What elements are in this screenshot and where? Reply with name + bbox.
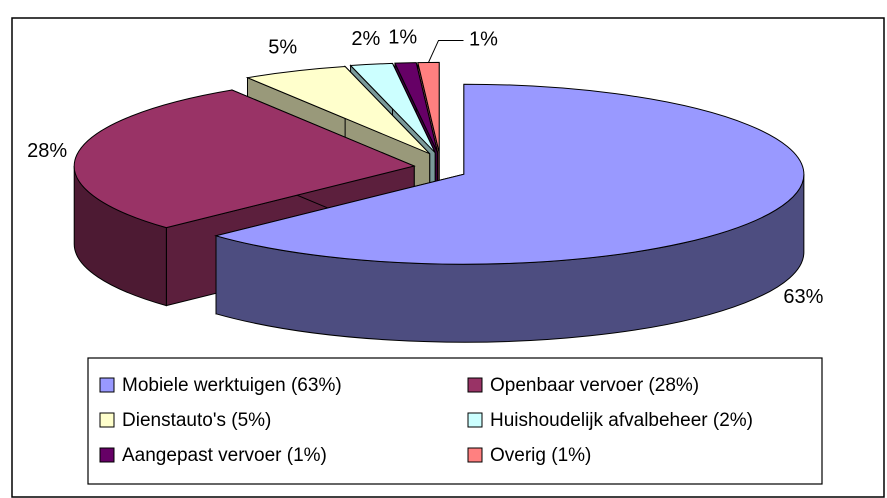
- legend-label: Overig (1%): [490, 445, 591, 466]
- data-label: 28%: [27, 140, 67, 162]
- legend-swatch: [467, 447, 483, 463]
- data-label: 5%: [268, 36, 297, 58]
- legend-label: Dienstauto's (5%): [122, 410, 271, 431]
- legend-label: Mobiele werktuigen (63%): [122, 375, 342, 396]
- data-label: 1%: [388, 26, 417, 48]
- data-label: 63%: [783, 286, 823, 308]
- slice-top: [73, 89, 416, 229]
- legend-box: [87, 357, 823, 485]
- slice-top: [214, 83, 805, 265]
- legend-swatch: [99, 377, 115, 393]
- legend-label: Openbaar vervoer (28%): [490, 375, 699, 396]
- leader-line: [428, 39, 464, 63]
- slice-top: [349, 62, 436, 154]
- legend-swatch: [99, 412, 115, 428]
- data-label: 1%: [469, 29, 498, 51]
- slice: [214, 83, 805, 343]
- slice-top: [394, 62, 439, 153]
- legend-label: Aangepast vervoer (1%): [122, 445, 327, 466]
- data-label: 2%: [351, 28, 380, 50]
- legend-swatch: [99, 447, 115, 463]
- legend-swatch: [467, 412, 483, 428]
- pie: [73, 61, 805, 343]
- legend-swatch: [467, 377, 483, 393]
- legend-label: Huishoudelijk afvalbeheer (2%): [490, 410, 753, 431]
- slice-top: [245, 65, 431, 155]
- legend: Mobiele werktuigen (63%) Openbaar vervoer…: [99, 375, 753, 466]
